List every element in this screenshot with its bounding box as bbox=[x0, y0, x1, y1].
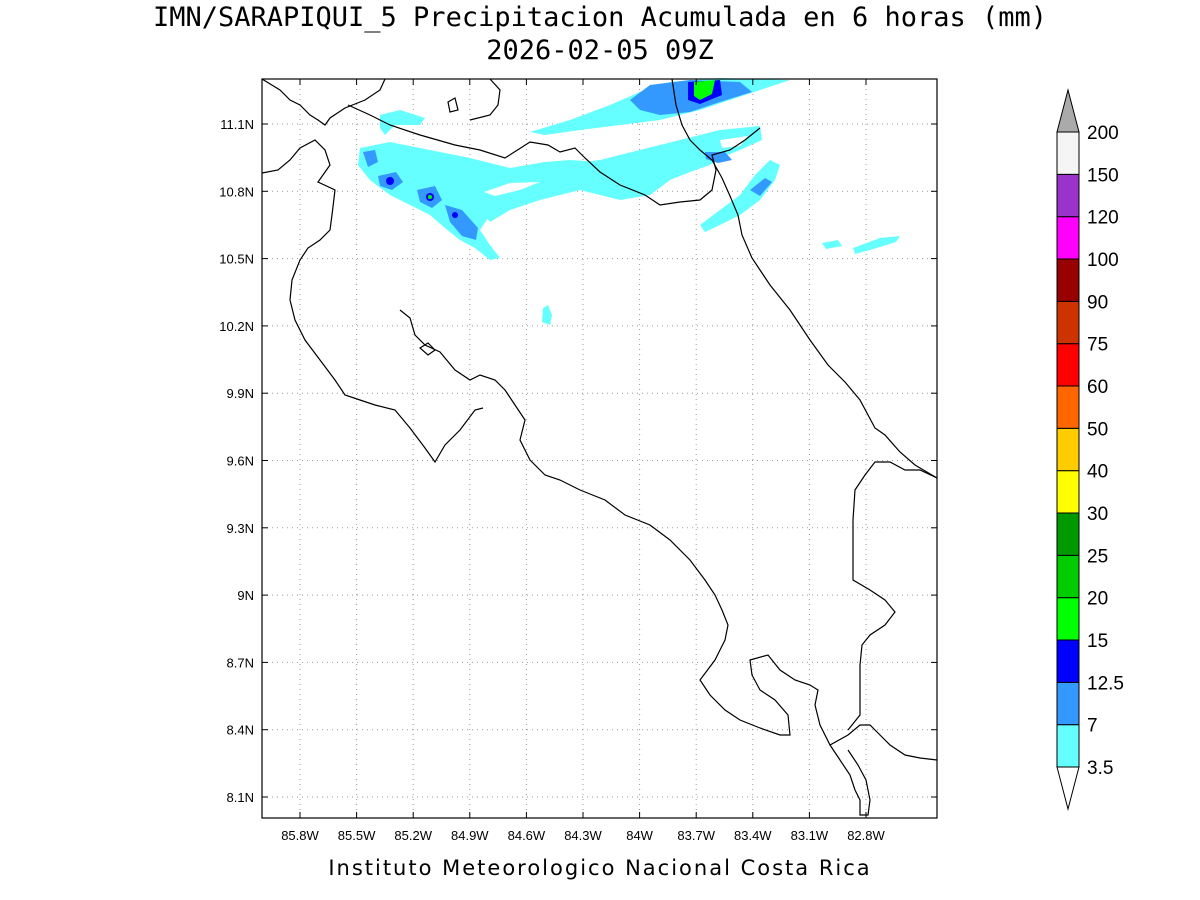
lake-shoreline bbox=[261, 78, 386, 126]
colorbar-swatch bbox=[1056, 300, 1080, 345]
colorbar-label: 15 bbox=[1087, 631, 1108, 652]
precip-area-south-patch bbox=[542, 305, 552, 325]
precip-area-far-east-1 bbox=[822, 240, 842, 249]
caribbean-coast bbox=[671, 78, 938, 479]
lon-tick-label: 84.3W bbox=[564, 828, 602, 843]
colorbar-label: 75 bbox=[1087, 335, 1108, 356]
footer-credit: Instituto Meteorologico Nacional Costa R… bbox=[328, 856, 872, 880]
colorbar-label: 12.5 bbox=[1087, 673, 1124, 694]
colorbar-label: 100 bbox=[1087, 250, 1119, 271]
colorbar-label: 20 bbox=[1087, 589, 1108, 610]
colorbar-swatch bbox=[1056, 131, 1080, 175]
lon-tick-label: 82.8W bbox=[847, 828, 885, 843]
lon-tick-label: 85.5W bbox=[338, 828, 376, 843]
precipitation-fields bbox=[358, 78, 900, 325]
colorbar-label: 7 bbox=[1087, 716, 1098, 737]
burica-peninsula bbox=[829, 744, 871, 816]
lake-island bbox=[447, 97, 459, 113]
lake-shoreline-2 bbox=[469, 78, 501, 121]
panama-border bbox=[847, 461, 938, 731]
northern-border bbox=[347, 104, 761, 206]
colorbar-swatch bbox=[1056, 681, 1080, 726]
precip-area-northwest-inner-1 bbox=[363, 150, 378, 167]
lat-tick-label: 9.9N bbox=[227, 386, 254, 401]
colorbar-swatch bbox=[1056, 639, 1080, 683]
colorbar-swatch bbox=[1056, 427, 1080, 472]
precip-area-east bbox=[700, 160, 780, 232]
nicoya-island bbox=[418, 342, 436, 356]
colorbar-label: 200 bbox=[1087, 123, 1119, 144]
precip-area-northwest-coast bbox=[380, 110, 425, 135]
colorbar-legend: 3.5 7 12.5 15 20 25 30 40 50 60 75 90 100 120 150 200 bbox=[1056, 88, 1124, 811]
colorbar-label: 120 bbox=[1087, 208, 1119, 229]
lat-tick-label: 8.1N bbox=[227, 790, 254, 805]
colorbar-swatch bbox=[1056, 512, 1080, 556]
precip-area-central bbox=[470, 126, 762, 222]
colorbar-swatch bbox=[1056, 343, 1080, 387]
colorbar-swatch bbox=[1056, 554, 1080, 599]
pacific-coast bbox=[261, 139, 484, 464]
colorbar-label: 90 bbox=[1087, 292, 1108, 313]
colorbar-swatch bbox=[1056, 470, 1080, 514]
precip-area-north-green bbox=[694, 80, 715, 100]
lat-tick-label: 8.4N bbox=[227, 723, 254, 738]
colorbar-label: 25 bbox=[1087, 546, 1108, 567]
nicoya-gulf bbox=[399, 309, 938, 761]
lon-tick-label: 85.2W bbox=[394, 828, 432, 843]
coastlines bbox=[261, 78, 938, 816]
colorbar-label: 30 bbox=[1087, 504, 1108, 525]
colorbar-label: 60 bbox=[1087, 377, 1108, 398]
lon-tick-label: 84.9W bbox=[451, 828, 489, 843]
precip-area-central-gap-2 bbox=[720, 136, 748, 148]
latitude-axis: 11.1N 10.8N 10.5N 10.2N 9.9N 9.6N 9.3N 9N 8.7N 8.… bbox=[219, 117, 937, 805]
lon-tick-label: 83.7W bbox=[677, 828, 715, 843]
lat-tick-label: 11.1N bbox=[220, 117, 254, 132]
precip-peak-3 bbox=[452, 212, 458, 218]
lat-tick-label: 10.2N bbox=[219, 319, 254, 334]
colorbar-swatch bbox=[1056, 724, 1080, 768]
colorbar-swatch bbox=[1056, 216, 1080, 260]
map-subtitle-datetime: 2026-02-05 09Z bbox=[486, 35, 714, 66]
precip-area-central-gap bbox=[484, 182, 540, 196]
colorbar-swatch bbox=[1056, 258, 1080, 302]
colorbar-swatch bbox=[1056, 173, 1080, 218]
plot-background bbox=[262, 79, 937, 818]
lat-tick-label: 9.3N bbox=[227, 521, 254, 536]
colorbar-label: 150 bbox=[1087, 165, 1119, 186]
colorbar-label: 3.5 bbox=[1087, 758, 1113, 779]
lon-tick-label: 83.4W bbox=[734, 828, 772, 843]
lat-tick-label: 10.5N bbox=[219, 252, 254, 267]
precip-area-east-blue bbox=[750, 178, 772, 196]
lon-tick-label: 85.8W bbox=[281, 828, 319, 843]
lon-tick-label: 84W bbox=[626, 828, 653, 843]
precip-peak-1 bbox=[386, 177, 394, 185]
gridlines bbox=[262, 79, 937, 818]
precip-area-far-east-2 bbox=[853, 236, 900, 254]
lon-tick-label: 84.6W bbox=[508, 828, 546, 843]
colorbar-swatch bbox=[1056, 597, 1080, 641]
colorbar-swatch bbox=[1056, 385, 1080, 429]
colorbar-top-arrow bbox=[1056, 88, 1080, 133]
colorbar-bottom-arrow bbox=[1056, 766, 1080, 811]
lat-tick-label: 8.7N bbox=[227, 655, 254, 670]
longitude-axis: 85.8W 85.5W 85.2W 84.9W 84.6W 84.3W 84W 83.7W 83… bbox=[281, 79, 886, 843]
colorbar-label: 50 bbox=[1087, 419, 1108, 440]
lat-tick-label: 10.8N bbox=[219, 184, 254, 199]
plot-frame bbox=[261, 78, 938, 819]
lon-tick-label: 83.1W bbox=[791, 828, 829, 843]
precip-peak-2-core bbox=[428, 195, 432, 199]
colorbar-label: 40 bbox=[1087, 462, 1108, 483]
map-title: IMN/SARAPIQUI_5 Precipitacion Acumulada … bbox=[152, 2, 1048, 33]
lat-tick-label: 9.6N bbox=[227, 454, 254, 469]
lat-tick-label: 9N bbox=[237, 588, 254, 603]
